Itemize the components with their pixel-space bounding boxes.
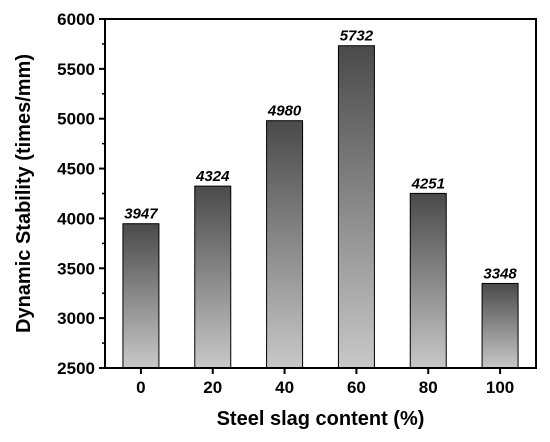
y-tick-label: 3000: [57, 309, 95, 328]
x-tick-label: 40: [275, 378, 294, 397]
y-axis-ticks: 2500 3000 3500 4000 4500 5000 5500 6000: [57, 10, 105, 378]
y-tick-label: 4000: [57, 209, 95, 228]
plot-frame: [104, 18, 537, 369]
bar-20: [194, 185, 232, 369]
y-tick-label: 5000: [57, 110, 95, 129]
bar-0: [122, 223, 160, 369]
y-tick-label: 4500: [57, 160, 95, 179]
x-tick-label: 20: [203, 378, 222, 397]
bars-group: [122, 45, 519, 369]
y-tick-label: 5500: [57, 60, 95, 79]
data-labels-group: 3947 4324 4980 5732 4251 3348: [124, 28, 517, 283]
y-tick-label: 6000: [57, 10, 95, 29]
x-tick-label: 60: [347, 378, 366, 397]
bar-40: [266, 120, 304, 369]
bar-60: [337, 45, 375, 369]
data-label-80: 4251: [411, 175, 445, 192]
x-tick-label: 0: [136, 378, 145, 397]
data-label-60: 5732: [340, 28, 374, 45]
data-label-100: 3348: [483, 265, 517, 282]
y-axis-title: Dynamic Stability (times/mm): [13, 54, 35, 333]
x-tick-label: 80: [419, 378, 438, 397]
x-axis-title: Steel slag content (%): [217, 408, 425, 430]
data-label-20: 4324: [195, 168, 230, 185]
bar-80: [409, 192, 447, 369]
data-label-0: 3947: [124, 206, 158, 223]
y-tick-label: 3500: [57, 259, 95, 278]
data-label-40: 4980: [267, 103, 302, 120]
x-tick-label: 100: [486, 378, 514, 397]
y-tick-label: 2500: [57, 359, 95, 378]
x-axis-ticks: 0 20 40 60 80 100: [136, 368, 514, 397]
bar-100: [481, 282, 519, 369]
